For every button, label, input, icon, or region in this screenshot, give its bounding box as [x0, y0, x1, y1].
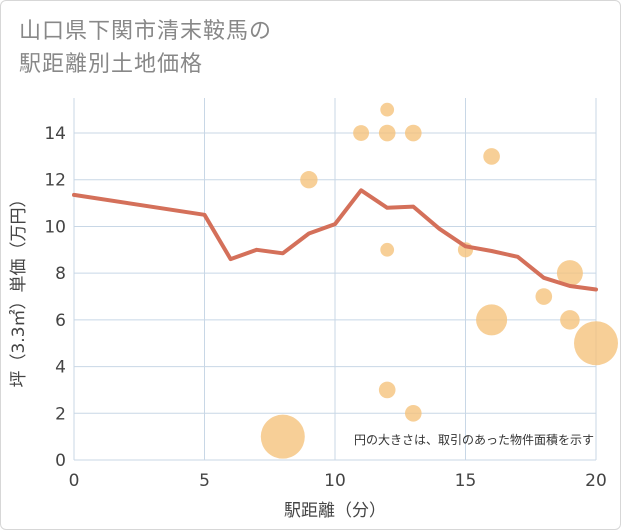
data-point	[300, 171, 318, 189]
x-axis-label: 駅距離（分）	[284, 501, 386, 521]
x-tick-label: 20	[585, 471, 607, 491]
y-tick-label: 2	[55, 404, 66, 424]
data-point	[574, 321, 618, 366]
x-tick-label: 10	[324, 471, 346, 491]
data-point	[535, 288, 553, 305]
y-tick-label: 14	[44, 124, 66, 144]
y-tick-label: 4	[55, 358, 66, 378]
data-point	[404, 404, 422, 422]
data-point	[483, 148, 500, 165]
data-point	[378, 124, 396, 142]
chart-title-line-1: 山口県下関市清末鞍馬の	[19, 19, 273, 44]
x-tick-label: 0	[69, 471, 80, 491]
chart-title-line-2: 駅距離別土地価格	[19, 52, 204, 77]
average-line	[72, 188, 598, 292]
chart-title: 山口県下関市清末鞍馬の 駅距離別土地価格	[19, 15, 272, 81]
data-point	[380, 102, 395, 117]
data-point	[404, 124, 422, 142]
y-axis-label: 坪（3.3㎡）単価（万円）	[9, 190, 29, 387]
size-note: 円の大きさは、取引のあった物件面積を示す	[354, 432, 594, 447]
data-point	[476, 304, 508, 336]
y-tick-label: 10	[44, 217, 66, 237]
data-point	[378, 381, 396, 399]
data-point	[380, 242, 395, 257]
x-tick-label: 15	[455, 471, 477, 491]
data-point	[260, 414, 305, 459]
x-tick-label: 5	[199, 471, 210, 491]
y-tick-label: 8	[55, 264, 66, 284]
data-point	[556, 260, 583, 287]
y-tick-label: 0	[55, 451, 66, 471]
data-point	[560, 310, 580, 330]
y-tick-label: 6	[55, 311, 66, 331]
y-tick-label: 12	[44, 171, 66, 191]
data-point	[353, 125, 370, 141]
